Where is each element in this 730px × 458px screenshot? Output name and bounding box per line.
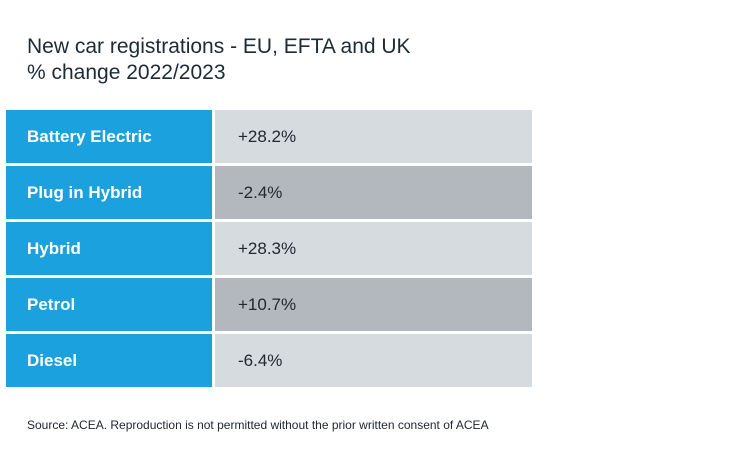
row-value: +28.2% (215, 110, 532, 163)
table-row: Petrol +10.7% (6, 278, 532, 331)
title-line-2: % change 2022/2023 (27, 61, 226, 84)
chart-title: New car registrations - EU, EFTA and UK … (27, 34, 411, 86)
table-row: Hybrid +28.3% (6, 222, 532, 275)
row-value: +10.7% (215, 278, 532, 331)
row-label: Plug in Hybrid (6, 166, 212, 219)
row-label: Hybrid (6, 222, 212, 275)
row-value: -2.4% (215, 166, 532, 219)
table-row: Diesel -6.4% (6, 334, 532, 387)
row-label: Diesel (6, 334, 212, 387)
table-row: Battery Electric +28.2% (6, 110, 532, 163)
title-line-1: New car registrations - EU, EFTA and UK (27, 35, 411, 58)
row-value: +28.3% (215, 222, 532, 275)
registrations-table: Battery Electric +28.2% Plug in Hybrid -… (6, 110, 532, 390)
row-value: -6.4% (215, 334, 532, 387)
row-label: Petrol (6, 278, 212, 331)
row-label: Battery Electric (6, 110, 212, 163)
table-row: Plug in Hybrid -2.4% (6, 166, 532, 219)
source-note: Source: ACEA. Reproduction is not permit… (27, 418, 489, 432)
